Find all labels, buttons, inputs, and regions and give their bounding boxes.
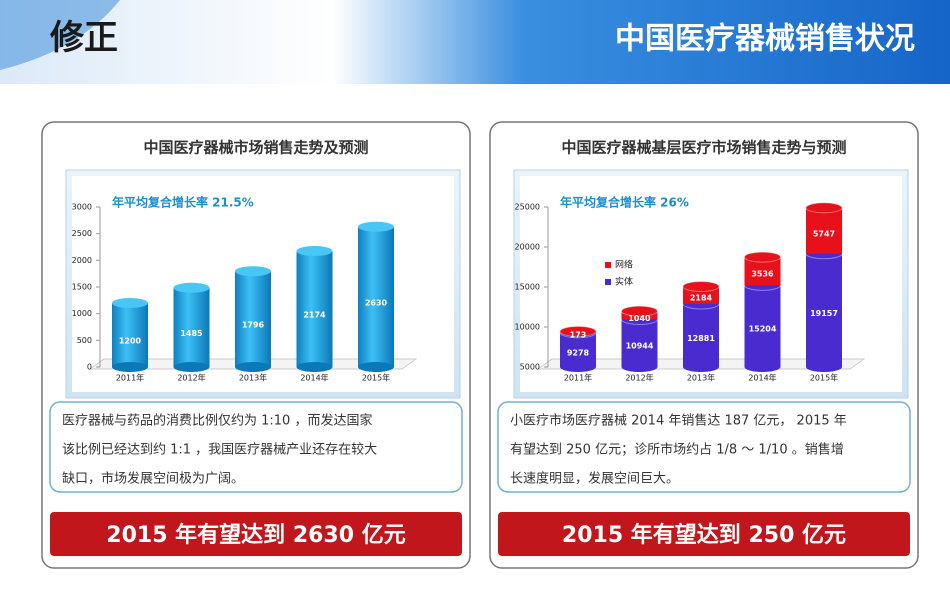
x-tick-label: 2012年 [177, 373, 205, 383]
bar-top [296, 246, 333, 257]
segment-top [682, 280, 720, 292]
bar-top [173, 282, 210, 293]
bar-bottom [621, 362, 658, 372]
x-tick-label: 2011年 [564, 373, 592, 383]
value-label: 3536 [751, 270, 774, 279]
description-line: 缺口，市场发展空间极为广阔。 [62, 471, 244, 487]
value-label: 10944 [626, 342, 654, 351]
header-band [0, 0, 950, 84]
legend-label: 实体 [615, 276, 633, 288]
bar [173, 287, 210, 367]
y-tick-label: 5000 [520, 363, 540, 372]
description-box [49, 401, 463, 493]
bar-segment [621, 319, 658, 367]
description-line: 小医疗市场医疗器械 2014 年销售达 187 亿元， 2015 年 [510, 413, 847, 429]
value-label: 2630 [365, 298, 388, 307]
bar-segment [806, 253, 842, 367]
y-tick-label: 3000 [72, 203, 92, 212]
bar-bottom [235, 362, 271, 372]
x-tick-label: 2015年 [362, 373, 390, 383]
bar-bottom [806, 362, 842, 372]
legend-label: 网络 [615, 259, 633, 271]
y-tick-label: 0 [87, 363, 92, 372]
value-label: 173 [570, 331, 587, 340]
value-label: 12881 [687, 334, 715, 343]
bar-bottom [560, 362, 596, 372]
page-title: 中国医疗器械销售状况 [615, 22, 915, 57]
x-tick-label: 2011年 [116, 373, 144, 383]
value-label: 2184 [690, 294, 713, 303]
value-label: 1040 [628, 314, 651, 323]
segment-top [559, 325, 597, 337]
y-tick-label: 1000 [72, 309, 92, 318]
x-tick-label: 2012年 [625, 373, 653, 383]
bar-segment [560, 332, 596, 367]
description-line: 长速度明显，发展空间巨大。 [510, 471, 679, 487]
bar [235, 271, 271, 367]
bar-segment [744, 285, 781, 367]
bar-top [358, 221, 394, 232]
legend-swatch [605, 279, 611, 285]
value-label: 15204 [749, 325, 777, 334]
description-line: 医疗器械与药品的消费比例仅约为 1:10 ，而发达国家 [62, 413, 372, 429]
annotation: 年平均复合增长率 26% [560, 195, 689, 210]
bar-bottom [744, 362, 781, 372]
bar-segment [806, 207, 842, 254]
description-box [497, 401, 911, 493]
highlight-text: 2015 年有望达到 2630 亿元 [106, 522, 405, 548]
logo: 修正 [49, 18, 118, 58]
x-tick-label: 2015年 [810, 373, 838, 383]
x-tick-label: 2013年 [687, 373, 715, 383]
y-tick-label: 25000 [515, 203, 540, 212]
header-swoosh [0, 0, 120, 70]
x-tick-label: 2014年 [300, 373, 328, 383]
y-tick-label: 500 [77, 336, 92, 345]
x-tick-label: 2013年 [239, 373, 267, 383]
segment-top [744, 251, 781, 263]
bar [358, 226, 394, 367]
bar-bottom [358, 362, 394, 372]
bar-top [112, 298, 148, 308]
chart-title: 中国医疗器械市场销售走势及预测 [143, 139, 368, 157]
x-tick-label: 2014年 [748, 373, 776, 383]
value-label: 5747 [813, 229, 835, 238]
description-line: 该比例已经达到约 1:1 ，我国医疗器械产业还存在较大 [62, 443, 377, 458]
bar [296, 251, 333, 367]
y-tick-label: 1500 [72, 283, 92, 292]
chart-title: 中国医疗器械基层医疗市场销售走势与预测 [561, 139, 846, 157]
bar-bottom [173, 362, 210, 372]
y-tick-label: 20000 [515, 243, 540, 252]
segment-top [621, 305, 658, 317]
bar-bottom [112, 362, 148, 372]
value-label: 1796 [242, 321, 265, 330]
value-label: 1485 [180, 329, 203, 338]
y-tick-label: 10000 [515, 323, 540, 332]
y-tick-label: 2500 [72, 229, 92, 238]
bar-segment [683, 303, 719, 367]
bar-bottom [296, 362, 333, 372]
value-label: 9278 [567, 348, 590, 357]
value-label: 2174 [303, 311, 326, 320]
description-line: 有望达到 250 亿元；诊所市场约占 1/8 ～ 1/10 。销售增 [510, 442, 844, 458]
value-label: 19157 [810, 309, 838, 318]
y-tick-label: 15000 [515, 283, 540, 292]
bar-bottom [683, 362, 719, 372]
bar-segment [683, 286, 719, 304]
annotation: 年平均复合增长率 21.5% [112, 195, 254, 210]
highlight-bar [498, 512, 910, 556]
value-label: 1200 [119, 337, 142, 346]
highlight-bar [50, 512, 462, 556]
segment-top [805, 202, 843, 214]
bar [112, 303, 148, 367]
highlight-text: 2015 年有望达到 250 亿元 [562, 522, 846, 548]
y-tick-label: 2000 [72, 256, 92, 265]
legend-swatch [605, 262, 611, 268]
bar-top [235, 266, 271, 277]
